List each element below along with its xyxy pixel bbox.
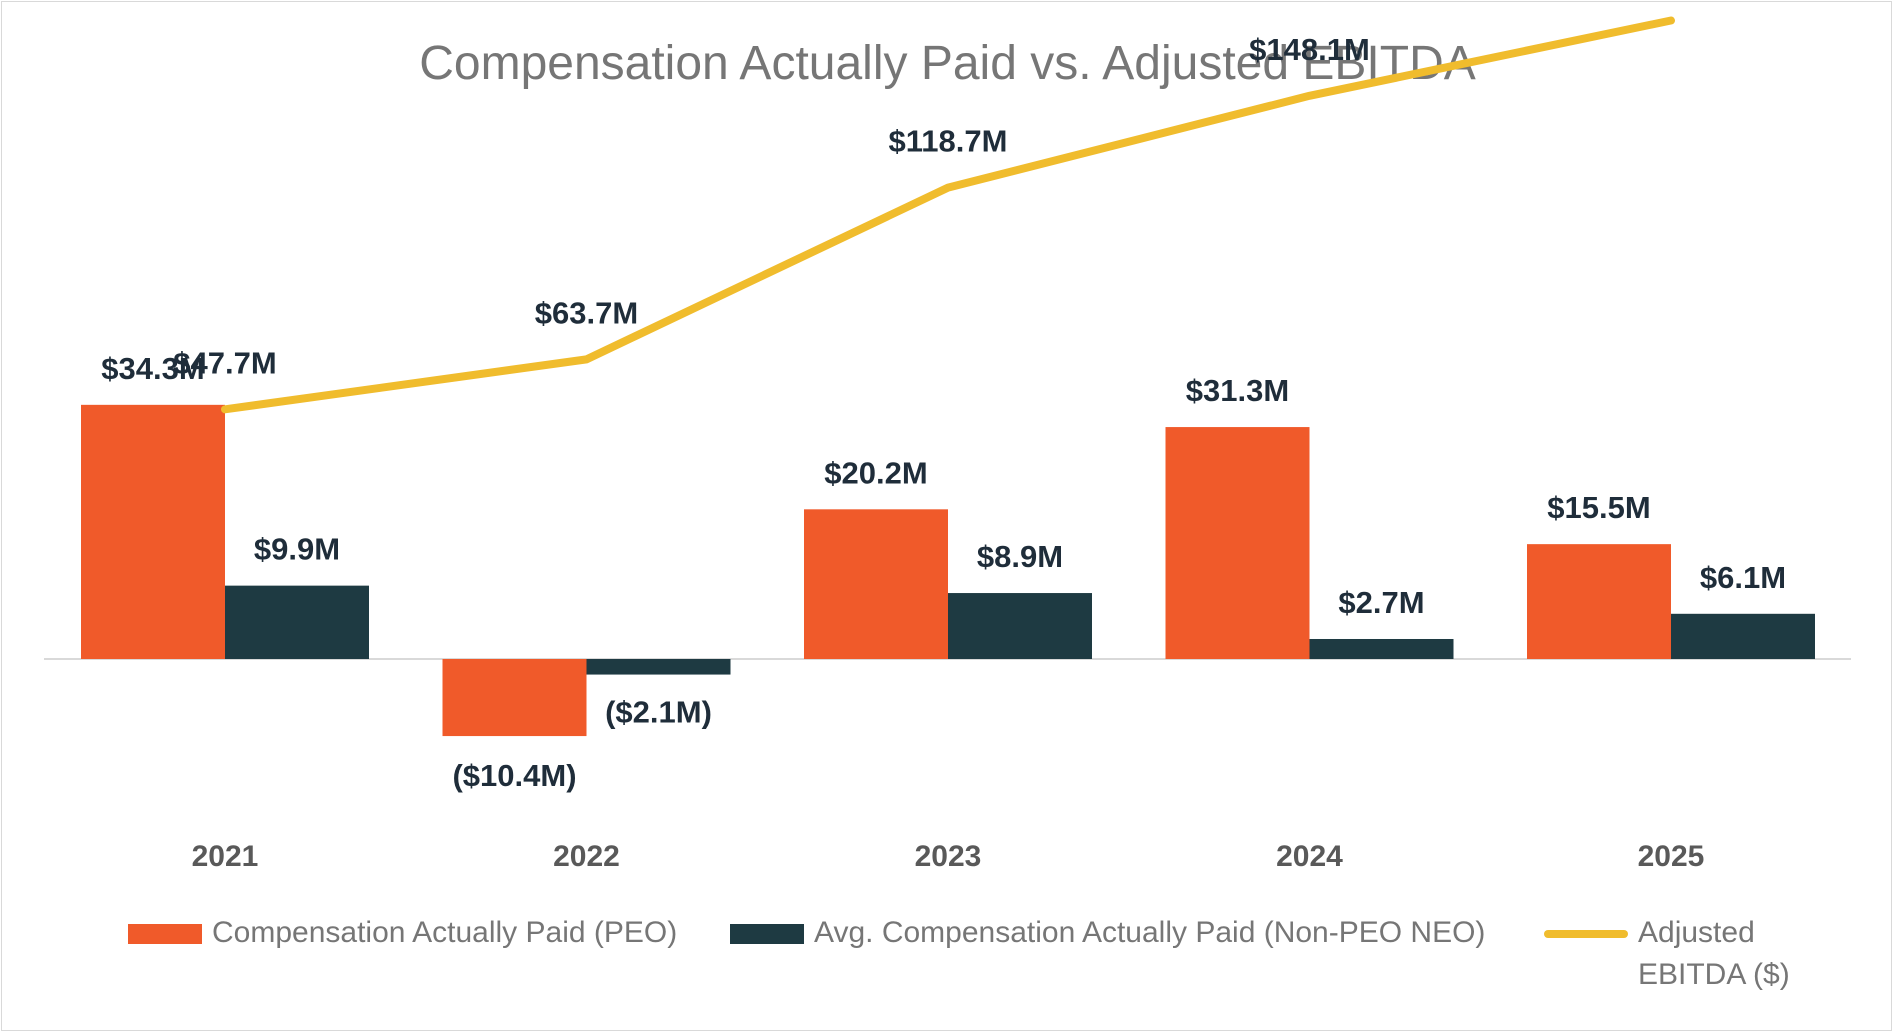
label-peo-2023: $20.2M [824,455,927,490]
label-neo-2025: $6.1M [1700,560,1786,595]
chart-legend: Compensation Actually Paid (PEO) Avg. Co… [0,912,1895,1002]
bar-neo-2023 [948,593,1092,659]
label-ebitda-2023: $118.7M [889,124,1008,159]
label-peo-2025: $15.5M [1547,490,1650,525]
label-ebitda-2021: $47.7M [173,345,276,380]
legend-swatch-neo [730,924,804,944]
bar-neo-2021 [225,585,369,659]
chart-title: Compensation Actually Paid vs. Adjusted … [419,37,1476,90]
legend-item-peo: Compensation Actually Paid (PEO) [128,912,677,954]
legend-item-neo: Avg. Compensation Actually Paid (Non-PEO… [730,912,1485,954]
line-ebitda [221,16,1675,414]
x-tick-label-2024: 2024 [1276,840,1343,873]
label-neo-2024: $2.7M [1338,585,1424,620]
bar-peo-2023 [804,509,948,659]
label-neo-2023: $8.9M [977,539,1063,574]
bar-peo-2021 [81,404,225,659]
x-tick-label-2023: 2023 [915,840,982,873]
label-neo-2022: ($2.1M) [605,695,712,730]
x-tick-label-2021: 2021 [192,840,259,873]
legend-swatch-peo [128,924,202,944]
legend-label-ebitda-line1: Adjusted [1638,916,1755,949]
x-tick-label-2022: 2022 [553,840,620,873]
legend-label-neo: Avg. Compensation Actually Paid (Non-PEO… [814,916,1486,949]
bar-peo-2025 [1527,544,1671,659]
bar-neo-2024 [1309,638,1454,659]
label-peo-2022: ($10.4M) [452,758,576,793]
label-peo-2024: $31.3M [1186,373,1289,408]
label-peo-2021: $34.3M [101,351,204,386]
legend-label-peo: Compensation Actually Paid (PEO) [212,916,678,949]
label-ebitda-2022: $63.7M [535,295,638,330]
legend-swatch-ebitda [1544,930,1628,938]
legend-label-ebitda-line2: EBITDA ($) [1638,958,1790,991]
bar-peo-2024 [1165,427,1310,659]
legend-label-ebitda: Adjusted EBITDA ($) [1638,912,1790,996]
legend-item-ebitda: Adjusted EBITDA ($) [1544,912,1790,996]
bar-neo-2025 [1671,613,1815,659]
label-ebitda-2024: $148.1M [1249,32,1370,67]
x-tick-label-2025: 2025 [1638,840,1705,873]
label-neo-2021: $9.9M [254,532,340,567]
bar-peo-2022 [442,659,587,737]
bar-neo-2022 [586,659,731,675]
